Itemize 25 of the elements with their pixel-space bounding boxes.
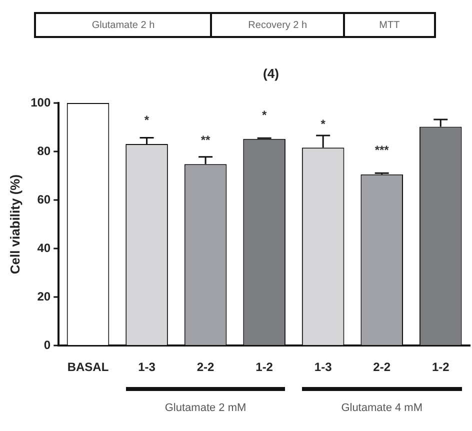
- text: Glutamate 4 mM: [340, 402, 424, 414]
- x-tick-label: 2-2: [196, 360, 215, 374]
- x-tick-label: 1-3: [314, 360, 332, 374]
- y-tick-label: 100: [30, 95, 51, 110]
- text: Recovery 2 h: [212, 14, 345, 36]
- data-label: *: [144, 112, 150, 127]
- x-tick-label: BASAL: [67, 360, 109, 374]
- y-axis-title: Cell viability (%): [7, 174, 22, 274]
- data-label: *: [262, 108, 267, 122]
- data-label: ***: [374, 143, 389, 158]
- text: Glutamate 2 h: [36, 14, 212, 36]
- y-tick-label: 20: [37, 289, 51, 304]
- text: MTT: [378, 18, 401, 32]
- y-tick-label: 0: [44, 338, 51, 352]
- y-tick-label: 80: [37, 144, 51, 158]
- x-tick-label: 2-2: [373, 360, 391, 374]
- x-tick-label: 1-2: [256, 360, 274, 374]
- x-tick-label: 1-3: [138, 360, 156, 374]
- y-tick-label: 60: [37, 192, 51, 206]
- y-tick-label: 40: [37, 240, 51, 255]
- data-label: *: [320, 116, 326, 131]
- data-label: **: [200, 133, 210, 148]
- chart-title: (4): [262, 66, 280, 81]
- text: Glutamate 2 mM: [164, 402, 248, 414]
- x-tick-label: 1-2: [432, 360, 450, 374]
